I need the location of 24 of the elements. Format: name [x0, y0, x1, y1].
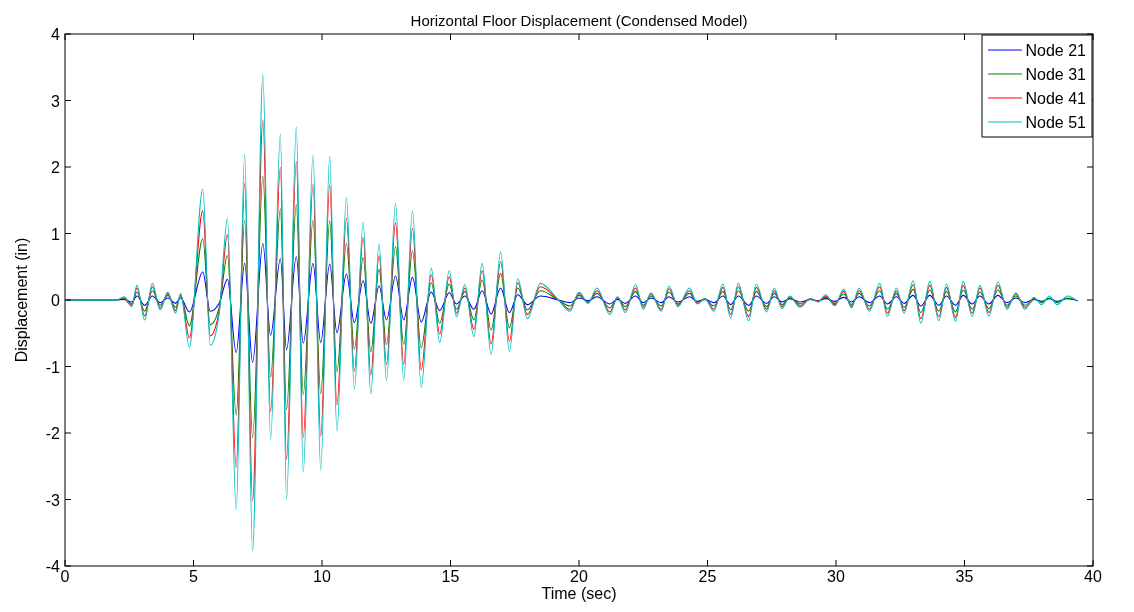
x-tick-label: 40 — [1084, 568, 1102, 585]
y-tick-label: -3 — [45, 491, 61, 509]
y-axis-title: Displacement (in) — [13, 237, 30, 363]
x-tick-label: 30 — [827, 568, 845, 585]
x-tick-label: 5 — [189, 568, 199, 585]
y-tick-label: -2 — [45, 425, 61, 442]
y-tick-label: 2 — [51, 159, 61, 176]
y-tick-label: 0 — [51, 292, 61, 309]
x-tick-label: 10 — [313, 568, 331, 585]
y-tick-label: 4 — [51, 26, 61, 43]
y-tick-label: 1 — [51, 225, 61, 243]
x-tick-label: 20 — [570, 568, 588, 585]
x-axis-title: Time (sec) — [541, 585, 617, 602]
y-tick-label: -1 — [45, 358, 61, 376]
y-tick-label: 3 — [51, 92, 61, 110]
legend-label: Node 51 — [1025, 114, 1087, 131]
x-tick-label: 35 — [955, 568, 974, 585]
legend-label: Node 21 — [1025, 42, 1087, 59]
legend-label: Node 31 — [1025, 66, 1087, 83]
legend-label: Node 41 — [1025, 90, 1087, 107]
x-tick-label: 15 — [441, 568, 460, 585]
x-tick-label: 25 — [698, 568, 717, 585]
y-tick-label: -4 — [45, 558, 61, 575]
chart-title: Horizontal Floor Displacement (Condensed Model) — [410, 12, 748, 29]
